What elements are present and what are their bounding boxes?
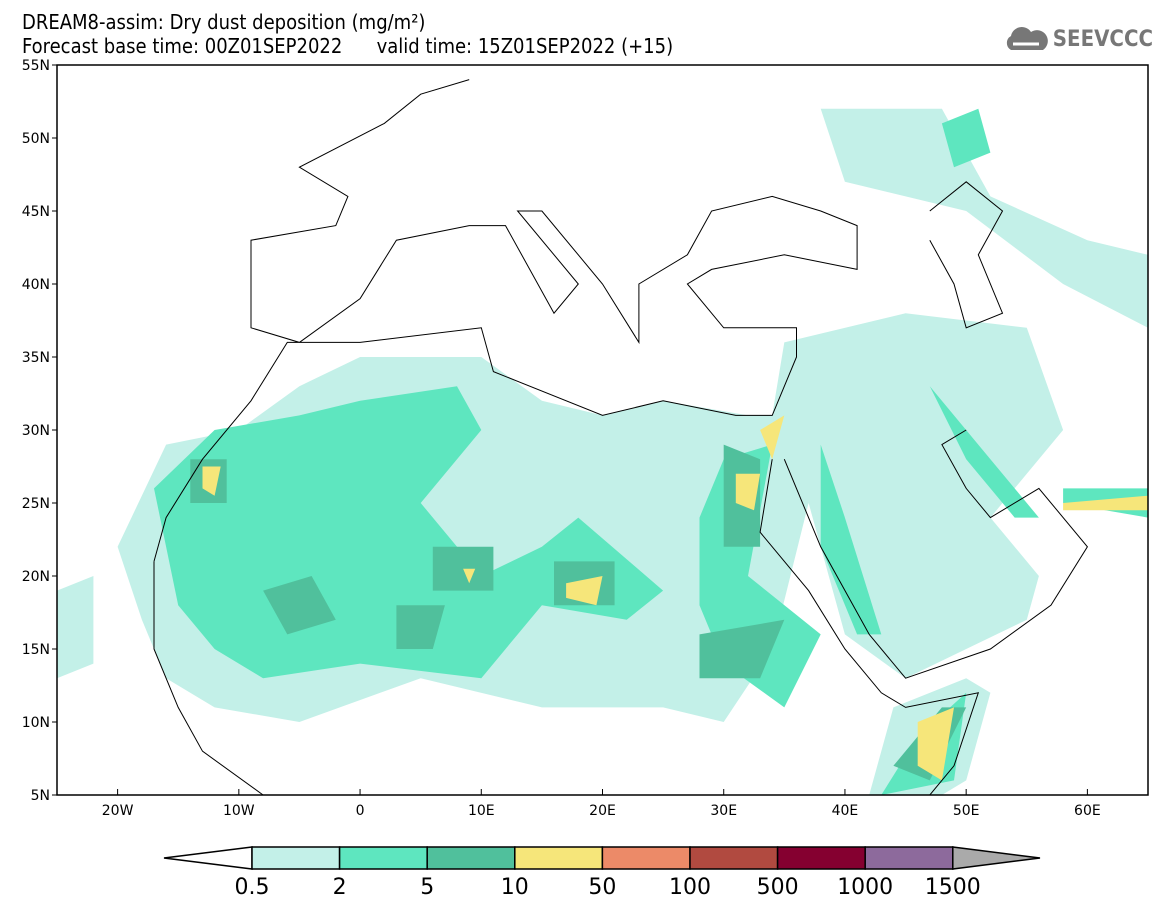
dust-contours: [57, 108, 1148, 795]
dust-contour-level-10: [202, 466, 221, 496]
dust-contour-level-5: [263, 576, 336, 635]
lon-label: 40E: [832, 803, 859, 819]
axes: 55N 50N 45N 40N 35N 30N 25N 20N 15N 10N 5N 20W 10W 0 1…: [22, 58, 1101, 819]
lat-label: 35N: [22, 350, 50, 366]
coastline: [759, 459, 980, 795]
coastlines: [153, 79, 1089, 795]
lat-label: 15N: [22, 642, 50, 658]
lon-label: 20W: [102, 803, 134, 819]
forecast-times: Forecast base time: 00Z01SEP2022 valid t…: [22, 34, 673, 58]
logo-text: SEEVCCC: [1052, 26, 1153, 52]
valid-time: valid time: 15Z01SEP2022 (+15): [376, 34, 674, 58]
colorbar-swatch: [601, 846, 691, 870]
lat-label: 40N: [22, 277, 50, 293]
colorbar-label: 1000: [837, 875, 893, 900]
colorbar-label: 10: [501, 875, 529, 900]
seevccc-logo: SEEVCCC: [1003, 26, 1153, 52]
dust-contour-level-5: [432, 546, 494, 591]
colorbar-swatch: [864, 846, 954, 870]
coastline: [153, 561, 264, 795]
base-time: Forecast base time: 00Z01SEP2022: [22, 34, 343, 58]
colorbar-under-arrow: [163, 846, 253, 870]
lat-label: 5N: [31, 788, 50, 804]
lon-label: 30E: [710, 803, 737, 819]
dust-contour-level-10: [566, 576, 603, 606]
lat-label: 20N: [22, 569, 50, 585]
dust-contour-level-10: [463, 568, 476, 584]
colorbar-label: 500: [757, 875, 799, 900]
coastline: [783, 429, 1089, 679]
cloud-icon: [1006, 27, 1048, 50]
lon-label: 20E: [589, 803, 616, 819]
coastline: [153, 79, 858, 562]
map-title: DREAM8-assim: Dry dust deposition (mg/m²…: [22, 10, 426, 34]
dust-contour-level-0.5: [820, 108, 1148, 328]
colorbar-label: 100: [669, 875, 711, 900]
dust-contour-level-0.5: [57, 576, 94, 679]
colorbar-label: 50: [588, 875, 616, 900]
colorbar-label: 1500: [925, 875, 981, 900]
dust-contour-level-5: [396, 605, 445, 649]
coastline: [929, 181, 1004, 329]
colorbar-label: 2: [333, 875, 347, 900]
colorbar: 0.5 2 5 10 50 100 500 1000 1500: [163, 846, 1041, 900]
dust-contour-level-2: [820, 444, 882, 635]
lat-label: 50N: [22, 131, 50, 147]
colorbar-over-arrow: [952, 846, 1041, 870]
colorbar-label: 0.5: [235, 875, 270, 900]
colorbar-swatch: [426, 846, 516, 870]
lat-label: 30N: [22, 423, 50, 439]
colorbar-swatch: [776, 846, 866, 870]
lat-label: 45N: [22, 204, 50, 220]
dust-contour-level-10: [1063, 495, 1148, 511]
colorbar-label: 5: [420, 875, 434, 900]
colorbar-swatch: [514, 846, 604, 870]
dust-contour-level-10: [917, 707, 954, 781]
lon-label: 10W: [223, 803, 255, 819]
colorbar-swatch: [689, 846, 779, 870]
dust-contour-level-10: [760, 415, 785, 460]
lon-label: 60E: [1074, 803, 1101, 819]
lat-label: 10N: [22, 715, 50, 731]
colorbar-swatch: [338, 846, 428, 870]
dust-contour-level-10: [735, 473, 761, 511]
lat-label: 25N: [22, 496, 50, 512]
dust-contour-level-2: [941, 108, 991, 168]
lon-label: 50E: [953, 803, 980, 819]
lat-label: 55N: [22, 58, 50, 74]
lon-label: 0: [356, 803, 365, 819]
lon-label: 10E: [468, 803, 495, 819]
colorbar-swatch: [251, 846, 341, 870]
dust-contour-level-5: [699, 619, 785, 679]
